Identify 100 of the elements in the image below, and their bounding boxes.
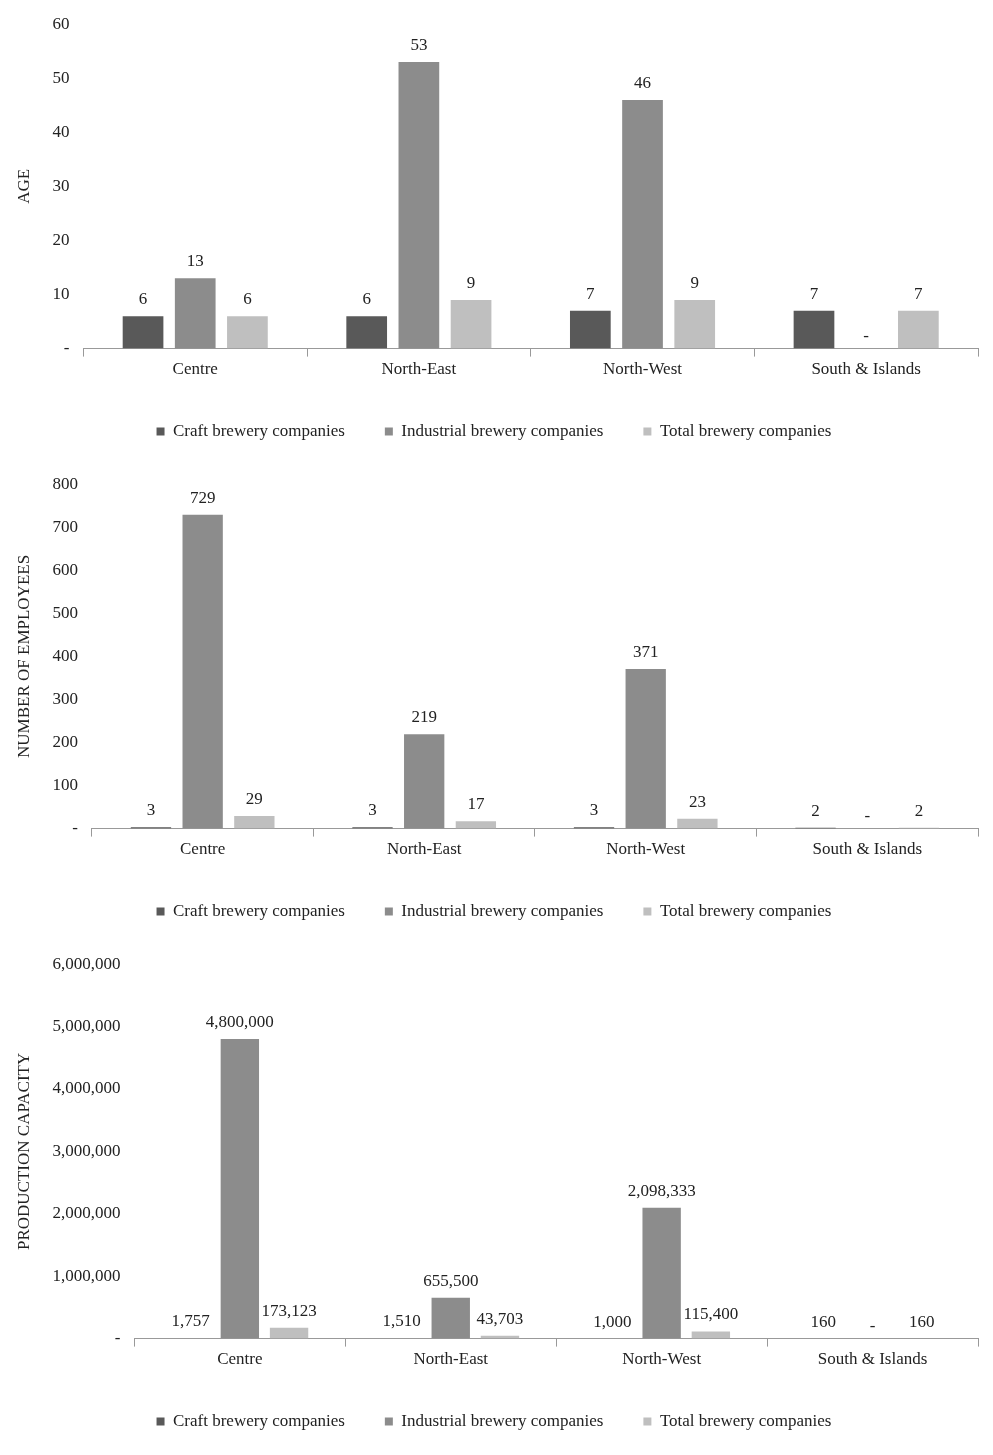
y-axis-title: AGE bbox=[13, 168, 33, 204]
bar bbox=[182, 514, 223, 829]
text: - bbox=[869, 1315, 876, 1335]
legend-label: Total brewery companies bbox=[659, 1410, 832, 1430]
y-tick-label: 30 bbox=[52, 175, 70, 195]
data-label: 53 bbox=[410, 35, 428, 55]
data-label: 23 bbox=[688, 791, 706, 811]
y-tick-label: 6,000,000 bbox=[52, 953, 121, 973]
data-label: 46 bbox=[634, 72, 652, 92]
legend-label: Craft brewery companies bbox=[173, 900, 345, 920]
x-tick-label: Centre bbox=[217, 1349, 263, 1369]
bar bbox=[625, 668, 666, 829]
y-tick-label: 1,000,000 bbox=[52, 1265, 121, 1285]
y-tick-label: 50 bbox=[52, 67, 70, 87]
legend-label: Industrial brewery companies bbox=[401, 1410, 604, 1430]
text: - bbox=[863, 325, 870, 345]
bar bbox=[346, 316, 388, 349]
data-label: 9 bbox=[690, 272, 699, 292]
bar bbox=[398, 62, 440, 349]
y-axis-title: NUMBER OF EMPLOYEES bbox=[13, 554, 33, 758]
data-label: 655,500 bbox=[423, 1270, 479, 1290]
data-label: 729 bbox=[189, 487, 216, 507]
bar bbox=[174, 278, 216, 349]
y-tick-label: 60 bbox=[52, 13, 70, 33]
y-tick-label: 700 bbox=[52, 516, 78, 536]
legend-label: Craft brewery companies bbox=[173, 420, 345, 440]
data-label: 7 bbox=[914, 283, 924, 303]
bar bbox=[220, 1039, 260, 1339]
x-tick-label: Centre bbox=[180, 839, 226, 859]
bar bbox=[674, 299, 716, 349]
data-label: 7 bbox=[586, 283, 596, 303]
bar bbox=[431, 1297, 470, 1339]
data-label: 9 bbox=[466, 272, 476, 292]
bar bbox=[569, 310, 611, 349]
bar bbox=[122, 316, 164, 349]
y-tick-label: 300 bbox=[52, 688, 78, 708]
legend-label: Craft brewery companies bbox=[173, 1410, 345, 1430]
y-tick-label: 400 bbox=[52, 645, 78, 665]
data-label: 17 bbox=[467, 794, 485, 814]
data-label: 173,123 bbox=[261, 1300, 317, 1320]
x-tick-label: North-West bbox=[606, 839, 686, 859]
bar bbox=[793, 310, 835, 349]
y-tick-label: 500 bbox=[52, 602, 78, 622]
x-tick-label: South & Islands bbox=[817, 1349, 928, 1369]
x-tick-label: North-West bbox=[622, 1349, 702, 1369]
y-tick-label: 800 bbox=[52, 473, 78, 493]
y-tick-label: - bbox=[72, 818, 79, 838]
data-label: 43,703 bbox=[476, 1308, 524, 1328]
bar bbox=[691, 1331, 731, 1339]
x-tick-label: South & Islands bbox=[812, 839, 923, 859]
y-tick-label: - bbox=[114, 1328, 121, 1348]
y-tick-label: 4,000,000 bbox=[52, 1078, 121, 1098]
legend-label: Total brewery companies bbox=[659, 900, 832, 920]
y-tick-label: 100 bbox=[52, 775, 78, 795]
y-tick-label: 600 bbox=[52, 559, 78, 579]
data-label: 2 bbox=[914, 800, 924, 820]
bar bbox=[455, 821, 497, 829]
data-label: 371 bbox=[632, 641, 659, 661]
y-tick-label: 3,000,000 bbox=[52, 1140, 121, 1160]
data-label: 219 bbox=[411, 707, 437, 727]
data-label: 13 bbox=[186, 251, 204, 271]
y-tick-label: - bbox=[63, 338, 70, 358]
data-label: 115,400 bbox=[683, 1304, 739, 1324]
x-tick-label: North-East bbox=[413, 1349, 489, 1369]
y-tick-label: 5,000,000 bbox=[52, 1016, 121, 1036]
bar bbox=[677, 818, 718, 829]
data-label: 6 bbox=[138, 289, 148, 309]
data-label: 1,000 bbox=[593, 1311, 632, 1331]
y-tick-label: 20 bbox=[52, 229, 70, 249]
x-tick-label: North-East bbox=[386, 839, 462, 859]
bar bbox=[234, 816, 275, 829]
x-tick-label: South & Islands bbox=[811, 359, 921, 379]
x-tick-label: North-West bbox=[603, 359, 683, 379]
data-label: 6 bbox=[362, 289, 371, 309]
legend-label: Total brewery companies bbox=[659, 420, 832, 440]
data-label: 160 bbox=[810, 1311, 837, 1331]
data-label: 4,800,000 bbox=[205, 1012, 274, 1032]
legend-label: Industrial brewery companies bbox=[401, 900, 604, 920]
data-label: 6 bbox=[243, 289, 252, 309]
y-tick-label: 40 bbox=[52, 121, 70, 141]
bar bbox=[227, 316, 268, 349]
data-label: 1,510 bbox=[382, 1311, 421, 1331]
y-tick-label: 10 bbox=[52, 284, 70, 303]
y-tick-label: 2,000,000 bbox=[52, 1203, 121, 1223]
data-label: 3 bbox=[146, 800, 156, 820]
data-label: 2 bbox=[811, 800, 820, 820]
x-tick-label: North-East bbox=[381, 359, 457, 379]
y-tick-label: 200 bbox=[52, 731, 78, 751]
bar bbox=[898, 310, 939, 349]
text: - bbox=[864, 805, 871, 825]
data-label: 1,757 bbox=[171, 1311, 211, 1331]
bar bbox=[642, 1207, 681, 1339]
data-label: 3 bbox=[368, 800, 377, 820]
bar bbox=[622, 99, 663, 349]
bar bbox=[450, 299, 492, 349]
data-label: 7 bbox=[809, 283, 819, 303]
data-label: 29 bbox=[245, 789, 263, 809]
bar bbox=[269, 1327, 309, 1339]
data-label: 2,098,333 bbox=[627, 1180, 696, 1200]
bar bbox=[404, 734, 445, 829]
